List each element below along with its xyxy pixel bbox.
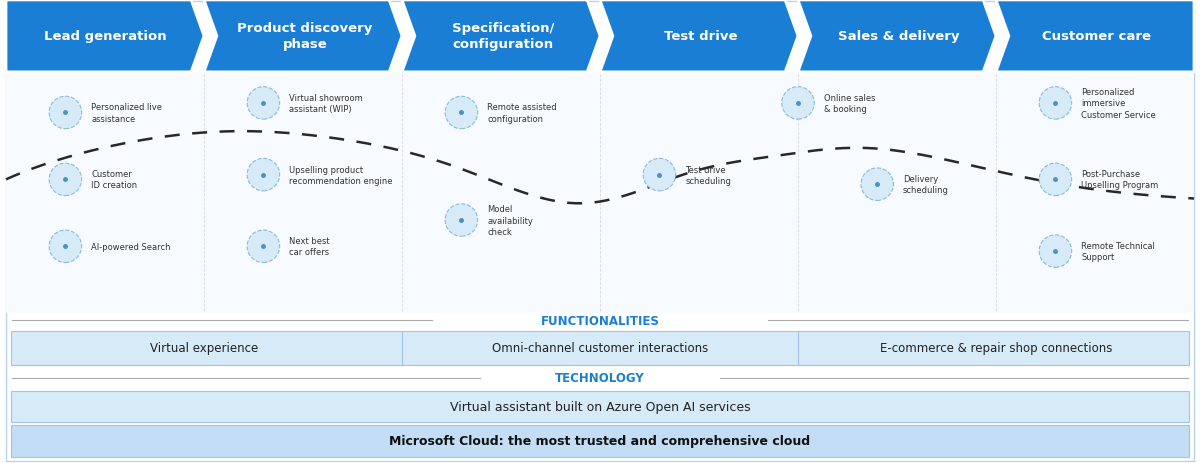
Text: Test drive: Test drive (664, 30, 738, 44)
Polygon shape (996, 1, 1194, 73)
Ellipse shape (49, 231, 82, 263)
FancyBboxPatch shape (6, 73, 1194, 313)
Text: Customer care: Customer care (1043, 30, 1152, 44)
Polygon shape (600, 1, 798, 73)
Ellipse shape (1039, 88, 1072, 120)
Text: Virtual showroom
assistant (WIP): Virtual showroom assistant (WIP) (289, 94, 362, 114)
Text: Omni-channel customer interactions: Omni-channel customer interactions (492, 342, 708, 355)
Polygon shape (798, 1, 996, 73)
Ellipse shape (1039, 164, 1072, 196)
Ellipse shape (643, 159, 676, 191)
Text: AI-powered Search: AI-powered Search (91, 242, 170, 251)
Text: Personalized
immersive
Customer Service: Personalized immersive Customer Service (1081, 88, 1156, 119)
Ellipse shape (860, 169, 894, 201)
Ellipse shape (1039, 235, 1072, 268)
Text: Personalized live
assistance: Personalized live assistance (91, 103, 162, 123)
Text: Online sales
& booking: Online sales & booking (824, 94, 875, 114)
Ellipse shape (445, 204, 478, 237)
Ellipse shape (247, 88, 280, 120)
Text: Virtual experience: Virtual experience (150, 342, 258, 355)
Polygon shape (402, 1, 600, 73)
FancyBboxPatch shape (6, 2, 1194, 461)
Text: Customer
ID creation: Customer ID creation (91, 170, 137, 190)
Text: Test drive
scheduling: Test drive scheduling (685, 165, 731, 185)
Text: Lead generation: Lead generation (43, 30, 167, 44)
Ellipse shape (49, 97, 82, 130)
Text: Specification/
configuration: Specification/ configuration (451, 22, 554, 51)
Text: Delivery
scheduling: Delivery scheduling (904, 175, 949, 195)
FancyBboxPatch shape (11, 391, 1189, 422)
Ellipse shape (247, 231, 280, 263)
Text: Next best
car offers: Next best car offers (289, 237, 330, 257)
Text: Remote assisted
configuration: Remote assisted configuration (487, 103, 557, 123)
Ellipse shape (781, 88, 815, 120)
Polygon shape (6, 1, 204, 73)
Polygon shape (204, 1, 402, 73)
Text: Remote Technical
Support: Remote Technical Support (1081, 242, 1156, 262)
Text: Product discovery
phase: Product discovery phase (238, 22, 373, 51)
Ellipse shape (247, 159, 280, 191)
Text: Model
availability
check: Model availability check (487, 205, 533, 236)
Text: E-commerce & repair shop connections: E-commerce & repair shop connections (880, 342, 1112, 355)
Text: Virtual assistant built on Azure Open AI services: Virtual assistant built on Azure Open AI… (450, 400, 750, 413)
FancyBboxPatch shape (11, 425, 1189, 457)
Text: Sales & delivery: Sales & delivery (838, 30, 960, 44)
Text: FUNCTIONALITIES: FUNCTIONALITIES (540, 314, 660, 327)
Ellipse shape (49, 164, 82, 196)
FancyBboxPatch shape (11, 332, 1189, 365)
Text: Upselling product
recommendation engine: Upselling product recommendation engine (289, 165, 392, 185)
Text: Post-Purchase
Upselling Program: Post-Purchase Upselling Program (1081, 170, 1158, 190)
Text: TECHNOLOGY: TECHNOLOGY (556, 371, 644, 384)
Text: Microsoft Cloud: the most trusted and comprehensive cloud: Microsoft Cloud: the most trusted and co… (390, 434, 810, 448)
Ellipse shape (445, 97, 478, 130)
